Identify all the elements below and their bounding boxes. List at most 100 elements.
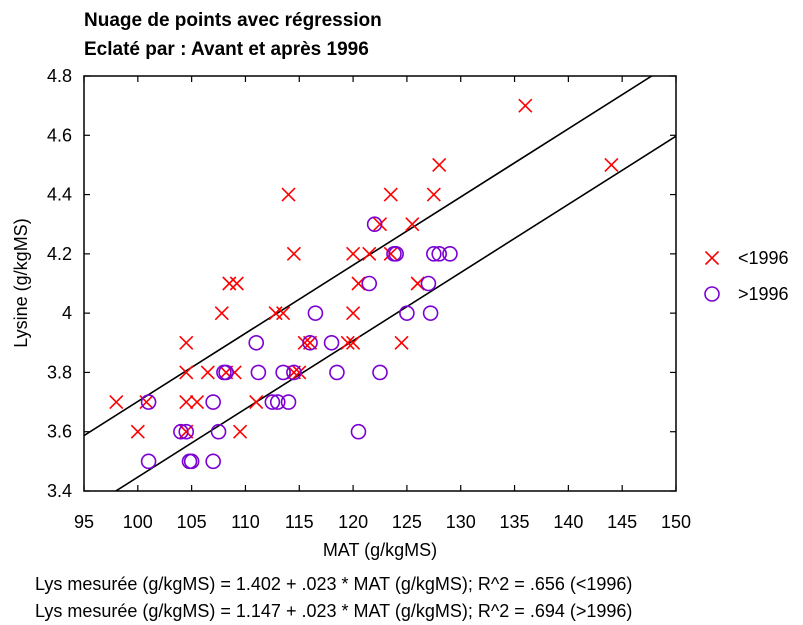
data-point-x-marker	[286, 246, 301, 261]
data-point-x-marker	[249, 395, 264, 410]
data-point-circle-marker	[422, 305, 439, 321]
x-tick-label: 110	[231, 512, 260, 532]
legend-label: <1996	[738, 248, 789, 268]
data-point-circle-marker	[264, 394, 281, 410]
plot-content	[84, 76, 676, 491]
legend-circle-marker	[704, 286, 720, 302]
legend-x-marker	[704, 250, 720, 266]
data-point-x-marker	[346, 306, 361, 321]
data-point-circle-marker	[302, 334, 318, 351]
data-point-circle-marker	[442, 246, 458, 262]
regression-lines	[84, 76, 676, 491]
data-point-circle-marker	[420, 275, 437, 292]
x-tick-label: 145	[607, 512, 637, 532]
plot-frame	[83, 75, 677, 492]
data-point-circle-marker	[323, 334, 340, 351]
data-point-circle-marker	[140, 453, 157, 470]
data-point-x-marker	[281, 187, 296, 202]
data-points	[109, 98, 619, 470]
y-tick-label: 3.6	[47, 422, 72, 442]
y-tick-label: 3.4	[47, 481, 72, 501]
data-point-circle-marker	[280, 394, 297, 410]
data-point-x-marker	[346, 335, 361, 350]
data-point-x-marker	[268, 306, 283, 321]
data-point-circle-marker	[329, 364, 345, 381]
regression-equation-2: Lys mesurée (g/kgMS) = 1.147 + .023 * MA…	[35, 601, 633, 621]
regression-line	[114, 135, 676, 491]
data-point-circle-marker	[269, 394, 286, 410]
data-point-circle-marker	[426, 246, 442, 262]
data-point-circle-marker	[286, 364, 302, 381]
data-point-x-marker	[346, 246, 361, 261]
y-tick-label: 4.2	[47, 244, 72, 264]
data-point-circle-marker	[366, 216, 383, 233]
x-tick-label: 130	[446, 512, 476, 532]
data-point-x-marker	[179, 424, 194, 439]
data-point-x-marker	[229, 276, 244, 291]
data-point-x-marker	[383, 187, 398, 202]
data-point-circle-marker	[350, 423, 367, 440]
data-point-x-marker	[130, 424, 145, 439]
data-point-circle-marker	[388, 246, 404, 262]
data-point-x-marker	[518, 98, 533, 113]
data-point-x-marker	[179, 335, 194, 350]
data-point-circle-marker	[210, 423, 227, 440]
y-tick-label: 4	[62, 303, 72, 323]
data-point-x-marker	[432, 157, 447, 172]
regression-line	[84, 76, 654, 437]
x-tick-label: 135	[500, 512, 530, 532]
x-tick-label: 125	[392, 512, 422, 532]
y-axis-ticks: 3.4 3.6 3.8 4 4.2 4.4 4.6 4.8	[47, 66, 676, 501]
data-point-circle-marker	[307, 305, 324, 321]
data-point-x-marker	[362, 246, 377, 261]
data-point-x-marker	[179, 365, 194, 380]
data-point-circle-marker	[205, 394, 221, 410]
x-tick-label: 120	[338, 512, 368, 532]
y-axis-label: Lysine (g/kgMS)	[11, 218, 31, 347]
data-point-x-marker	[340, 335, 355, 350]
x-tick-label: 150	[661, 512, 691, 532]
data-point-x-marker	[297, 335, 312, 350]
data-point-circle-marker	[178, 423, 195, 440]
data-point-x-marker	[604, 157, 619, 172]
y-tick-label: 4.6	[47, 125, 72, 145]
x-axis-label: MAT (g/kgMS)	[323, 540, 437, 560]
data-point-circle-marker	[361, 275, 378, 292]
y-tick-label: 4.4	[47, 185, 72, 205]
data-point-circle-marker	[275, 364, 291, 381]
data-point-x-marker	[302, 335, 318, 350]
y-tick-label: 4.8	[47, 66, 72, 86]
data-point-circle-marker	[431, 246, 448, 262]
data-point-x-marker	[383, 246, 398, 261]
data-point-x-marker	[139, 395, 154, 410]
chart-title: Nuage de points avec régression	[84, 10, 382, 31]
data-point-circle-marker	[248, 334, 265, 351]
data-point-circle-marker	[140, 394, 157, 410]
legend-label: >1996	[738, 284, 789, 304]
data-point-x-marker	[292, 365, 307, 380]
data-point-x-marker	[222, 276, 237, 291]
data-point-circle-marker	[250, 364, 267, 381]
x-tick-label: 100	[123, 512, 153, 532]
data-point-x-marker	[179, 395, 194, 410]
x-tick-label: 140	[553, 512, 583, 532]
chart-subtitle: Eclaté par : Avant et après 1996	[84, 39, 369, 60]
data-point-x-marker	[372, 217, 388, 232]
data-point-x-marker	[394, 335, 409, 350]
data-point-circle-marker	[183, 453, 200, 470]
data-point-x-marker	[214, 306, 229, 321]
x-axis-ticks: 95 100 105 110 115 120 125 130 135 140 145 150	[74, 76, 691, 532]
data-point-circle-marker	[372, 364, 388, 381]
data-point-x-marker	[405, 217, 420, 232]
data-point-x-marker	[276, 306, 291, 321]
data-point-circle-marker	[218, 364, 234, 381]
legend: <1996 >1996	[704, 248, 789, 304]
x-tick-label: 95	[74, 512, 94, 532]
regression-equation-1: Lys mesurée (g/kgMS) = 1.402 + .023 * MA…	[35, 574, 633, 594]
data-point-x-marker	[189, 395, 205, 410]
data-point-x-marker	[233, 424, 248, 439]
y-tick-label: 3.8	[47, 362, 72, 382]
data-point-x-marker	[426, 187, 441, 202]
x-tick-label: 105	[177, 512, 207, 532]
